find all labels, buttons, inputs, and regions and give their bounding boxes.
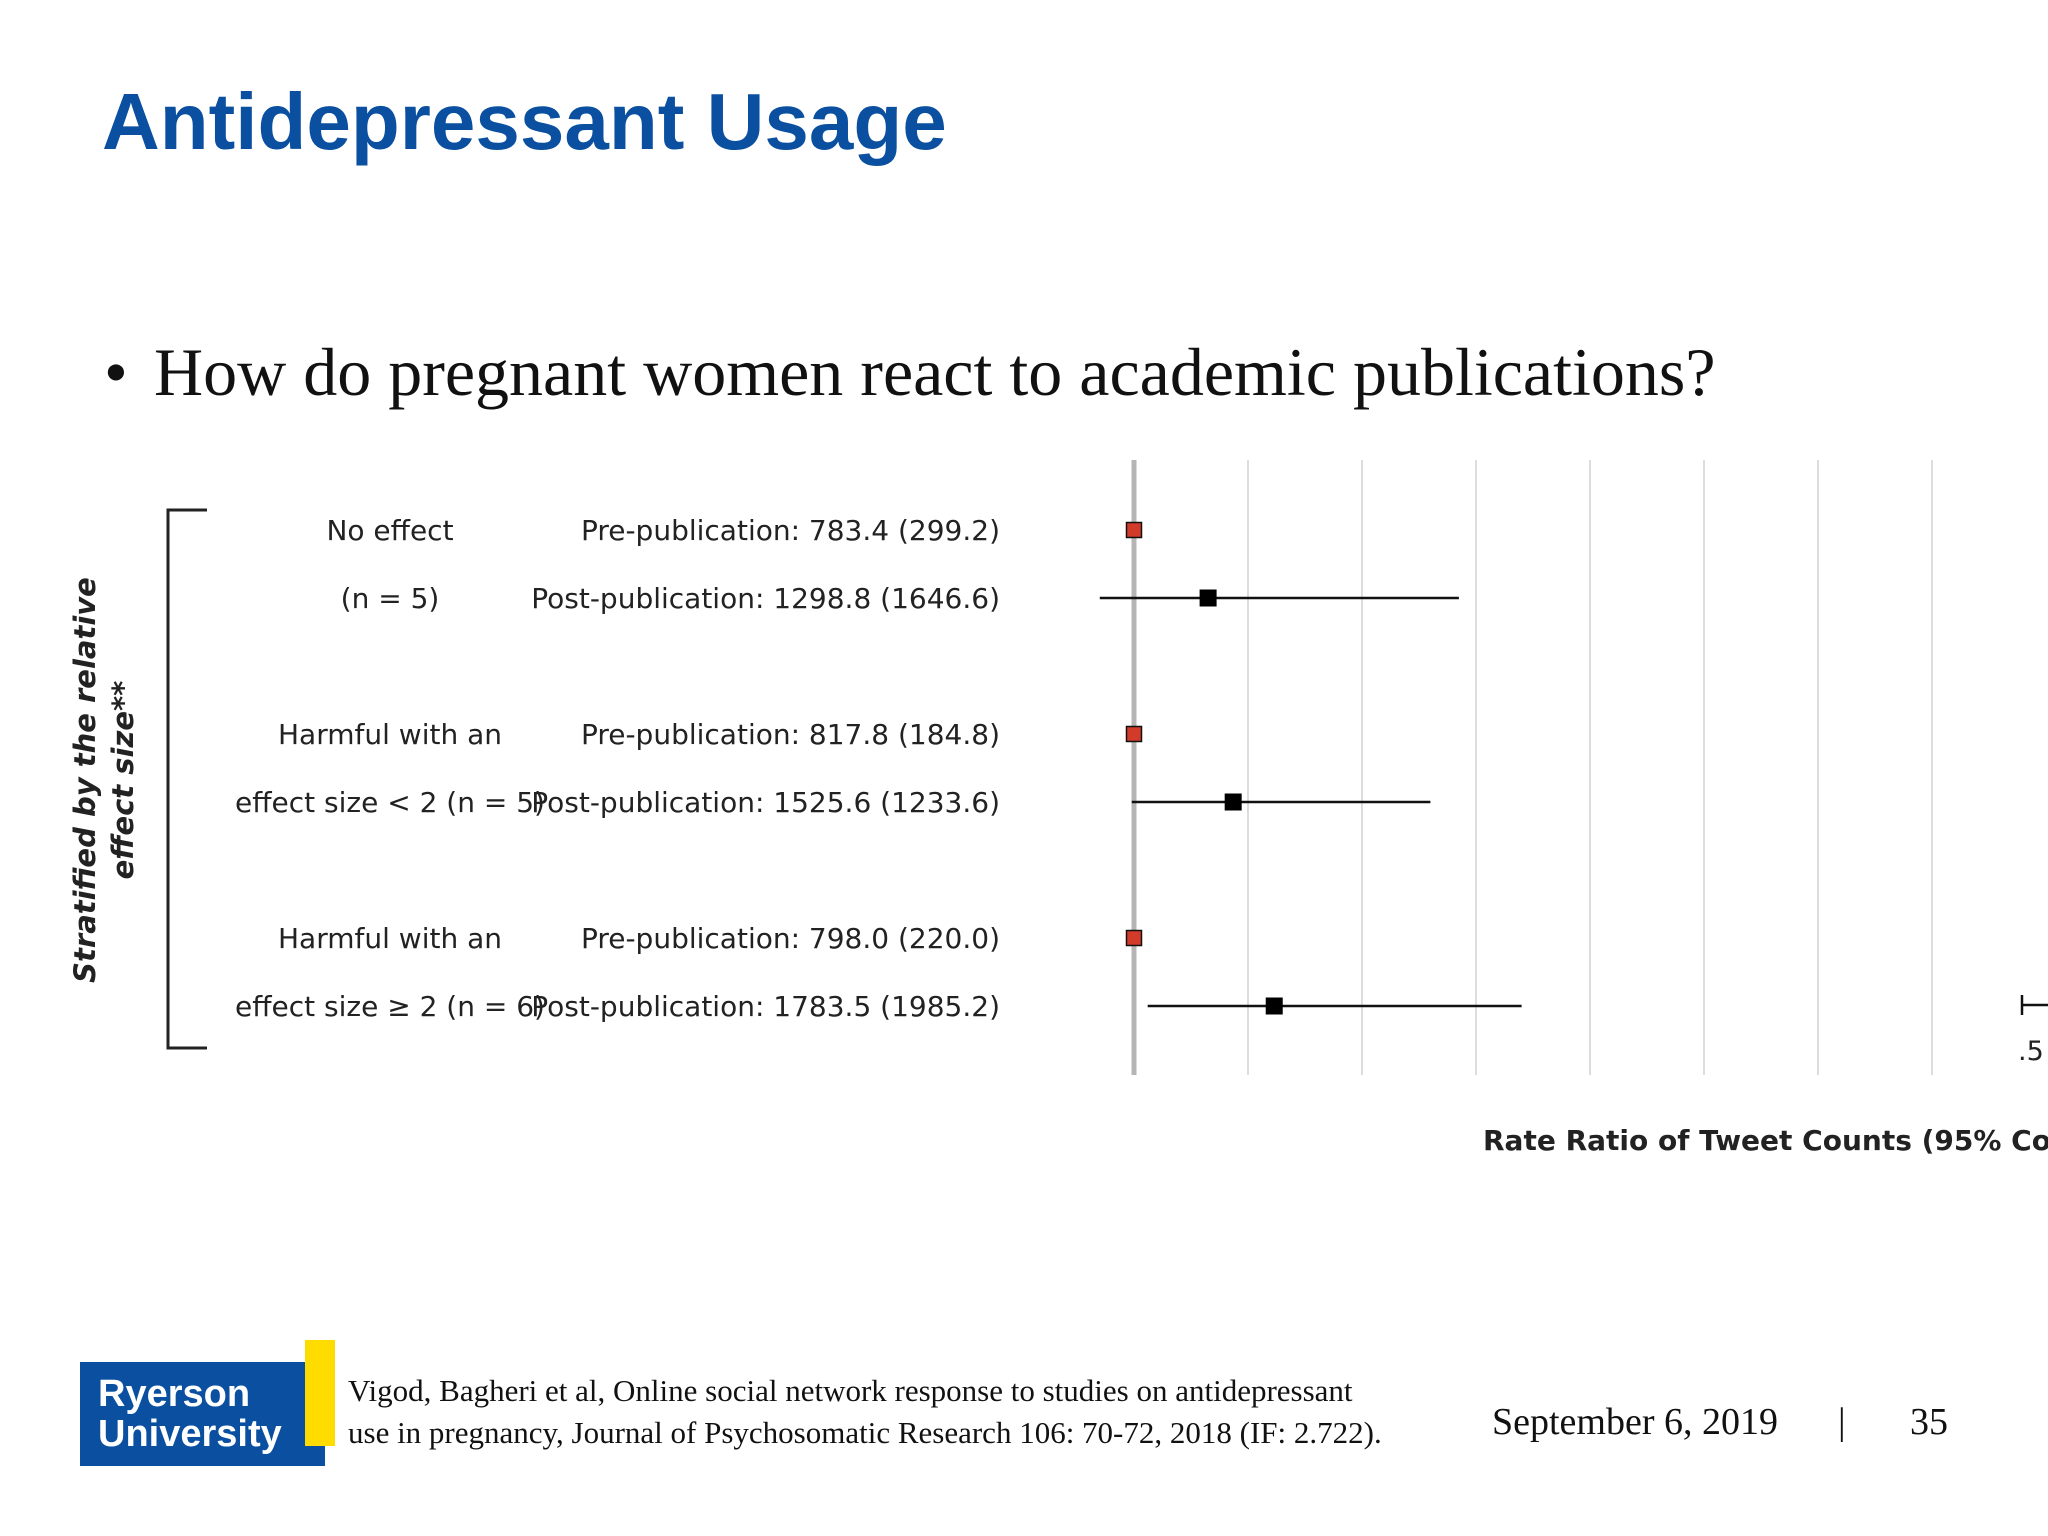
forest-plot: Stratified by the relative effect size** N… [0,450,2048,1200]
logo-text: Ryerson University [98,1374,282,1454]
footer-separator: | [1838,1401,1846,1443]
post-estimate-marker [1265,997,1283,1015]
post-publication-stat: Post-publication: 1298.8 (1646.6) [531,582,1000,615]
group-label: No effect [326,514,453,547]
pre-reference-marker [1125,725,1143,743]
logo-line-2: University [98,1413,282,1455]
group-label: Harmful with an [278,718,502,751]
pre-reference-marker [1125,521,1143,539]
citation: Vigod, Bagheri et al, Online social netw… [348,1370,1498,1454]
post-publication-stat: Post-publication: 1783.5 (1985.2) [531,990,1000,1023]
x-tick-label: .5 [2018,1036,2044,1067]
bullet-point: • How do pregnant women react to academic… [104,338,1716,406]
group-axis-label-line-2: effect size** [106,681,140,880]
pre-publication-stat: Pre-publication: 817.8 (184.8) [581,718,1000,751]
logo-yellow-bar [305,1340,335,1446]
group-label: Harmful with an [278,922,502,955]
university-logo: Ryerson University [80,1340,340,1466]
page-number: 35 [1910,1401,1948,1443]
group-label: effect size < 2 (n = 5) [235,786,545,819]
bullet-symbol: • [104,334,128,410]
bullet-text: How do pregnant women react to academic … [154,334,1716,410]
footer-date: September 6, 2019 [1492,1401,1779,1443]
group-bracket [166,508,207,1050]
slide-title: Antidepressant Usage [102,77,947,166]
group-label: effect size ≥ 2 (n = 6) [235,990,545,1023]
pre-publication-stat: Pre-publication: 798.0 (220.0) [581,922,1000,955]
logo-line-1: Ryerson [98,1373,251,1415]
logo-blue-box [80,1362,325,1466]
group-label: (n = 5) [341,582,440,615]
group-axis-label-line-1: Stratified by the relative [68,577,102,983]
forest-plot-svg: Stratified by the relative effect size** N… [68,460,2048,1157]
citation-line-1: Vigod, Bagheri et al, Online social netw… [348,1373,1353,1408]
post-publication-stat: Post-publication: 1525.6 (1233.6) [531,786,1000,819]
x-axis-label: Rate Ratio of Tweet Counts (95% Confic [1483,1124,2048,1157]
post-estimate-marker [1224,793,1242,811]
pre-reference-marker [1125,929,1143,947]
citation-line-2: use in pregnancy, Journal of Psychosomat… [348,1415,1382,1450]
post-estimate-marker [1199,589,1217,607]
pre-publication-stat: Pre-publication: 783.4 (299.2) [581,514,1000,547]
